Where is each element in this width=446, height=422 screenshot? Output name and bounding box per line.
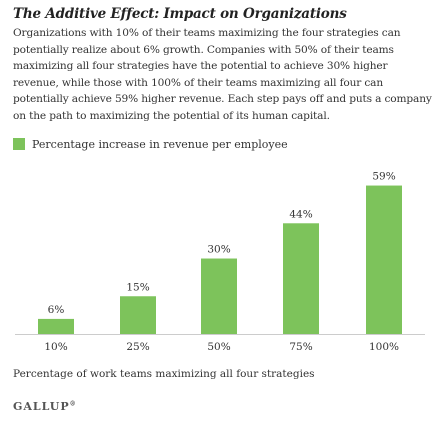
bar [366, 185, 402, 334]
legend: Percentage increase in revenue per emplo… [13, 137, 288, 151]
bar-chart: 6% 10% 15% 25% 30% 50% 44% 75% 59% 100% [15, 171, 425, 353]
chart-description: Organizations with 10% of their teams ma… [13, 27, 432, 122]
bar [38, 318, 74, 334]
bar [120, 296, 156, 334]
legend-label: Percentage increase in revenue per emplo… [32, 137, 288, 151]
data-label: 59% [372, 171, 395, 183]
brand-mark: ® [69, 400, 76, 408]
data-label: 15% [126, 281, 149, 293]
x-tick-label: 50% [207, 341, 230, 353]
bar [201, 258, 237, 334]
brand-name: GALLUP [13, 400, 70, 413]
x-axis-title: Percentage of work teams maximizing all … [13, 368, 315, 380]
bar [283, 223, 319, 334]
data-label: 30% [207, 244, 230, 256]
data-label: 44% [289, 208, 312, 220]
x-tick-label: 10% [44, 341, 67, 353]
legend-swatch [13, 138, 25, 150]
x-tick-label: 100% [369, 341, 399, 353]
brand-logo: GALLUP® [13, 400, 76, 413]
chart-title: The Additive Effect: Impact on Organizat… [13, 6, 347, 22]
x-tick-label: 25% [126, 341, 149, 353]
x-tick-label: 75% [289, 341, 312, 353]
data-label: 6% [48, 304, 65, 316]
